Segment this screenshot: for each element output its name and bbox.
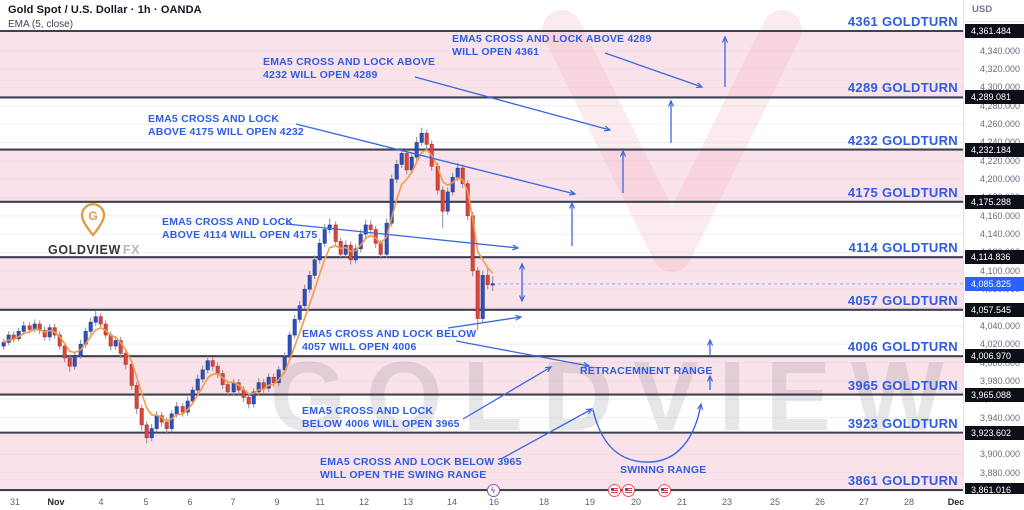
price-level-badge: 4,232.184 — [965, 142, 1024, 157]
time-axis-label: 12 — [358, 497, 370, 507]
chart-annotation: EMA5 CROSS AND LOCK ABOVE 4114 WILL OPEN … — [162, 216, 318, 241]
goldturn-label: 4114 GOLDTURN — [848, 240, 958, 256]
price-tick-label: 4,100.000 — [980, 265, 1021, 276]
chart-annotation: EMA5 CROSS AND LOCK ABOVE 4289 WILL OPEN … — [452, 33, 652, 58]
currency-label: USD — [972, 4, 993, 15]
price-tick-label: 3,980.000 — [980, 375, 1021, 386]
price-tick-label: 4,140.000 — [980, 229, 1021, 240]
price-tick-label: 4,280.000 — [980, 100, 1021, 111]
time-axis-label: 6 — [187, 497, 193, 507]
price-level-badge: 4,175.288 — [965, 194, 1024, 209]
time-axis-label: 14 — [446, 497, 458, 507]
price-tick-label: 4,040.000 — [980, 320, 1021, 331]
goldturn-label: 4361 GOLDTURN — [847, 14, 958, 29]
goldturn-label: 4057 GOLDTURN — [847, 292, 958, 308]
currency-underline — [964, 21, 1024, 22]
time-axis-label: 7 — [230, 497, 236, 507]
price-tick-label: 4,220.000 — [980, 155, 1021, 166]
chart-annotation: EMA5 CROSS AND LOCK ABOVE 4175 WILL OPEN … — [148, 113, 304, 138]
price-tick-label: 4,300.000 — [980, 82, 1021, 93]
price-tick-label: 4,200.000 — [980, 174, 1021, 185]
time-axis-label: 19 — [584, 497, 596, 507]
time-axis-label: 16 — [488, 497, 500, 507]
indicator-legend[interactable]: EMA (5, close) — [8, 19, 74, 30]
goldturn-label: 4175 GOLDTURN — [847, 184, 958, 200]
price-level-badge: 4,006.970 — [965, 349, 1024, 364]
arrow-drawings — [286, 35, 729, 463]
chart-annotation: SWINNG RANGE — [620, 464, 707, 476]
goldturn-label: 4232 GOLDTURN — [847, 132, 958, 148]
goldturn-label: 3965 GOLDTURN — [847, 377, 958, 393]
time-axis-label: 18 — [538, 497, 550, 507]
time-axis-label: 25 — [769, 497, 781, 507]
price-axis[interactable]: USD 4,340.000 4,320.000 4,300.000 4,280.000… — [963, 0, 1024, 498]
time-axis-label: 23 — [721, 497, 733, 507]
price-level-badge: 4,114.836 — [965, 250, 1024, 265]
chart-annotation: EMA5 CROSS AND LOCK BELOW 4057 WILL OPEN … — [302, 328, 477, 353]
time-axis-label: 31 — [9, 497, 21, 507]
chart-annotation: EMA5 CROSS AND LOCK ABOVE 4232 WILL OPEN … — [263, 56, 436, 81]
time-axis-label: 20 — [630, 497, 642, 507]
price-tick-label: 4,320.000 — [980, 64, 1021, 75]
time-axis[interactable]: 31 Nov 4 5 6 7 9 11 12 13 14 16 18 19 20 21 23 25 26 27 28 De… — [0, 494, 1024, 510]
goldview-logo-text: GOLDVIEW FX — [48, 243, 141, 257]
current-price-badge: 4,085.825 — [965, 276, 1024, 291]
goldview-logo-fx: FX — [122, 243, 141, 257]
goldview-text-watermark: GOLDVIEW — [270, 341, 964, 451]
goldview-pin-icon: G — [80, 203, 106, 237]
goldturn-bands — [0, 31, 963, 491]
time-axis-label: 9 — [274, 497, 280, 507]
time-axis-label: 11 — [315, 497, 325, 507]
goldturn-label: 3861 GOLDTURN — [847, 473, 958, 489]
time-axis-label: 27 — [858, 497, 870, 507]
price-tick-label: 4,340.000 — [980, 45, 1021, 56]
goldturn-label: 4289 GOLDTURN — [847, 80, 958, 96]
price-tick-label: 4,240.000 — [980, 137, 1020, 147]
economic-event-flag-icon[interactable] — [657, 484, 671, 497]
price-level-badge: 4,361.484 — [965, 24, 1024, 38]
ema5-line — [3, 148, 494, 423]
chart-annotation: RETRACEMNENT RANGE — [580, 365, 713, 377]
time-axis-label: 28 — [903, 497, 915, 507]
price-tick-label: 4,260.000 — [980, 119, 1021, 130]
time-axis-label: 5 — [143, 497, 149, 507]
price-tick-label: 3,940.000 — [980, 412, 1021, 423]
price-tick-label: 3,900.000 — [980, 449, 1021, 460]
time-axis-label: Dec — [947, 497, 965, 507]
price-level-badge: 3,965.088 — [965, 387, 1024, 402]
price-level-badge: 3,923.602 — [965, 425, 1024, 440]
economic-event-flag-icon[interactable] — [621, 484, 635, 497]
time-axis-label: 26 — [814, 497, 826, 507]
price-level-badge: 3,861.016 — [965, 483, 1024, 498]
time-axis-label: Nov — [47, 497, 65, 507]
time-axis-label: 21 — [676, 497, 688, 507]
price-tick-label: 4,160.000 — [980, 210, 1021, 221]
price-tick-label: 3,880.000 — [980, 467, 1021, 478]
goldturn-label: 3923 GOLDTURN — [847, 415, 958, 431]
chart-annotation: EMA5 CROSS AND LOCK BELOW 3965 WILL OPEN … — [320, 456, 522, 481]
candlestick-series — [1, 127, 495, 444]
price-tick-label: 4,020.000 — [980, 339, 1021, 350]
symbol-title[interactable]: Gold Spot / U.S. Dollar · 1h · OANDA — [8, 4, 202, 16]
session-event-icon[interactable]: ϟ — [486, 484, 500, 497]
goldturn-label: 4006 GOLDTURN — [847, 339, 958, 355]
price-level-badge: 4,057.545 — [965, 302, 1024, 317]
price-level-badge: 4,289.081 — [965, 90, 1024, 105]
time-axis-label: 13 — [402, 497, 414, 507]
chart-legend: Gold Spot / U.S. Dollar · 1h · OANDA EMA… — [8, 4, 202, 30]
svg-text:G: G — [88, 209, 97, 223]
time-axis-label: 4 — [98, 497, 104, 507]
chart-annotation: EMA5 CROSS AND LOCK BELOW 4006 WILL OPEN … — [302, 405, 460, 430]
economic-event-flag-icon[interactable] — [607, 484, 621, 497]
goldview-logo: G GOLDVIEW FX — [48, 203, 141, 257]
